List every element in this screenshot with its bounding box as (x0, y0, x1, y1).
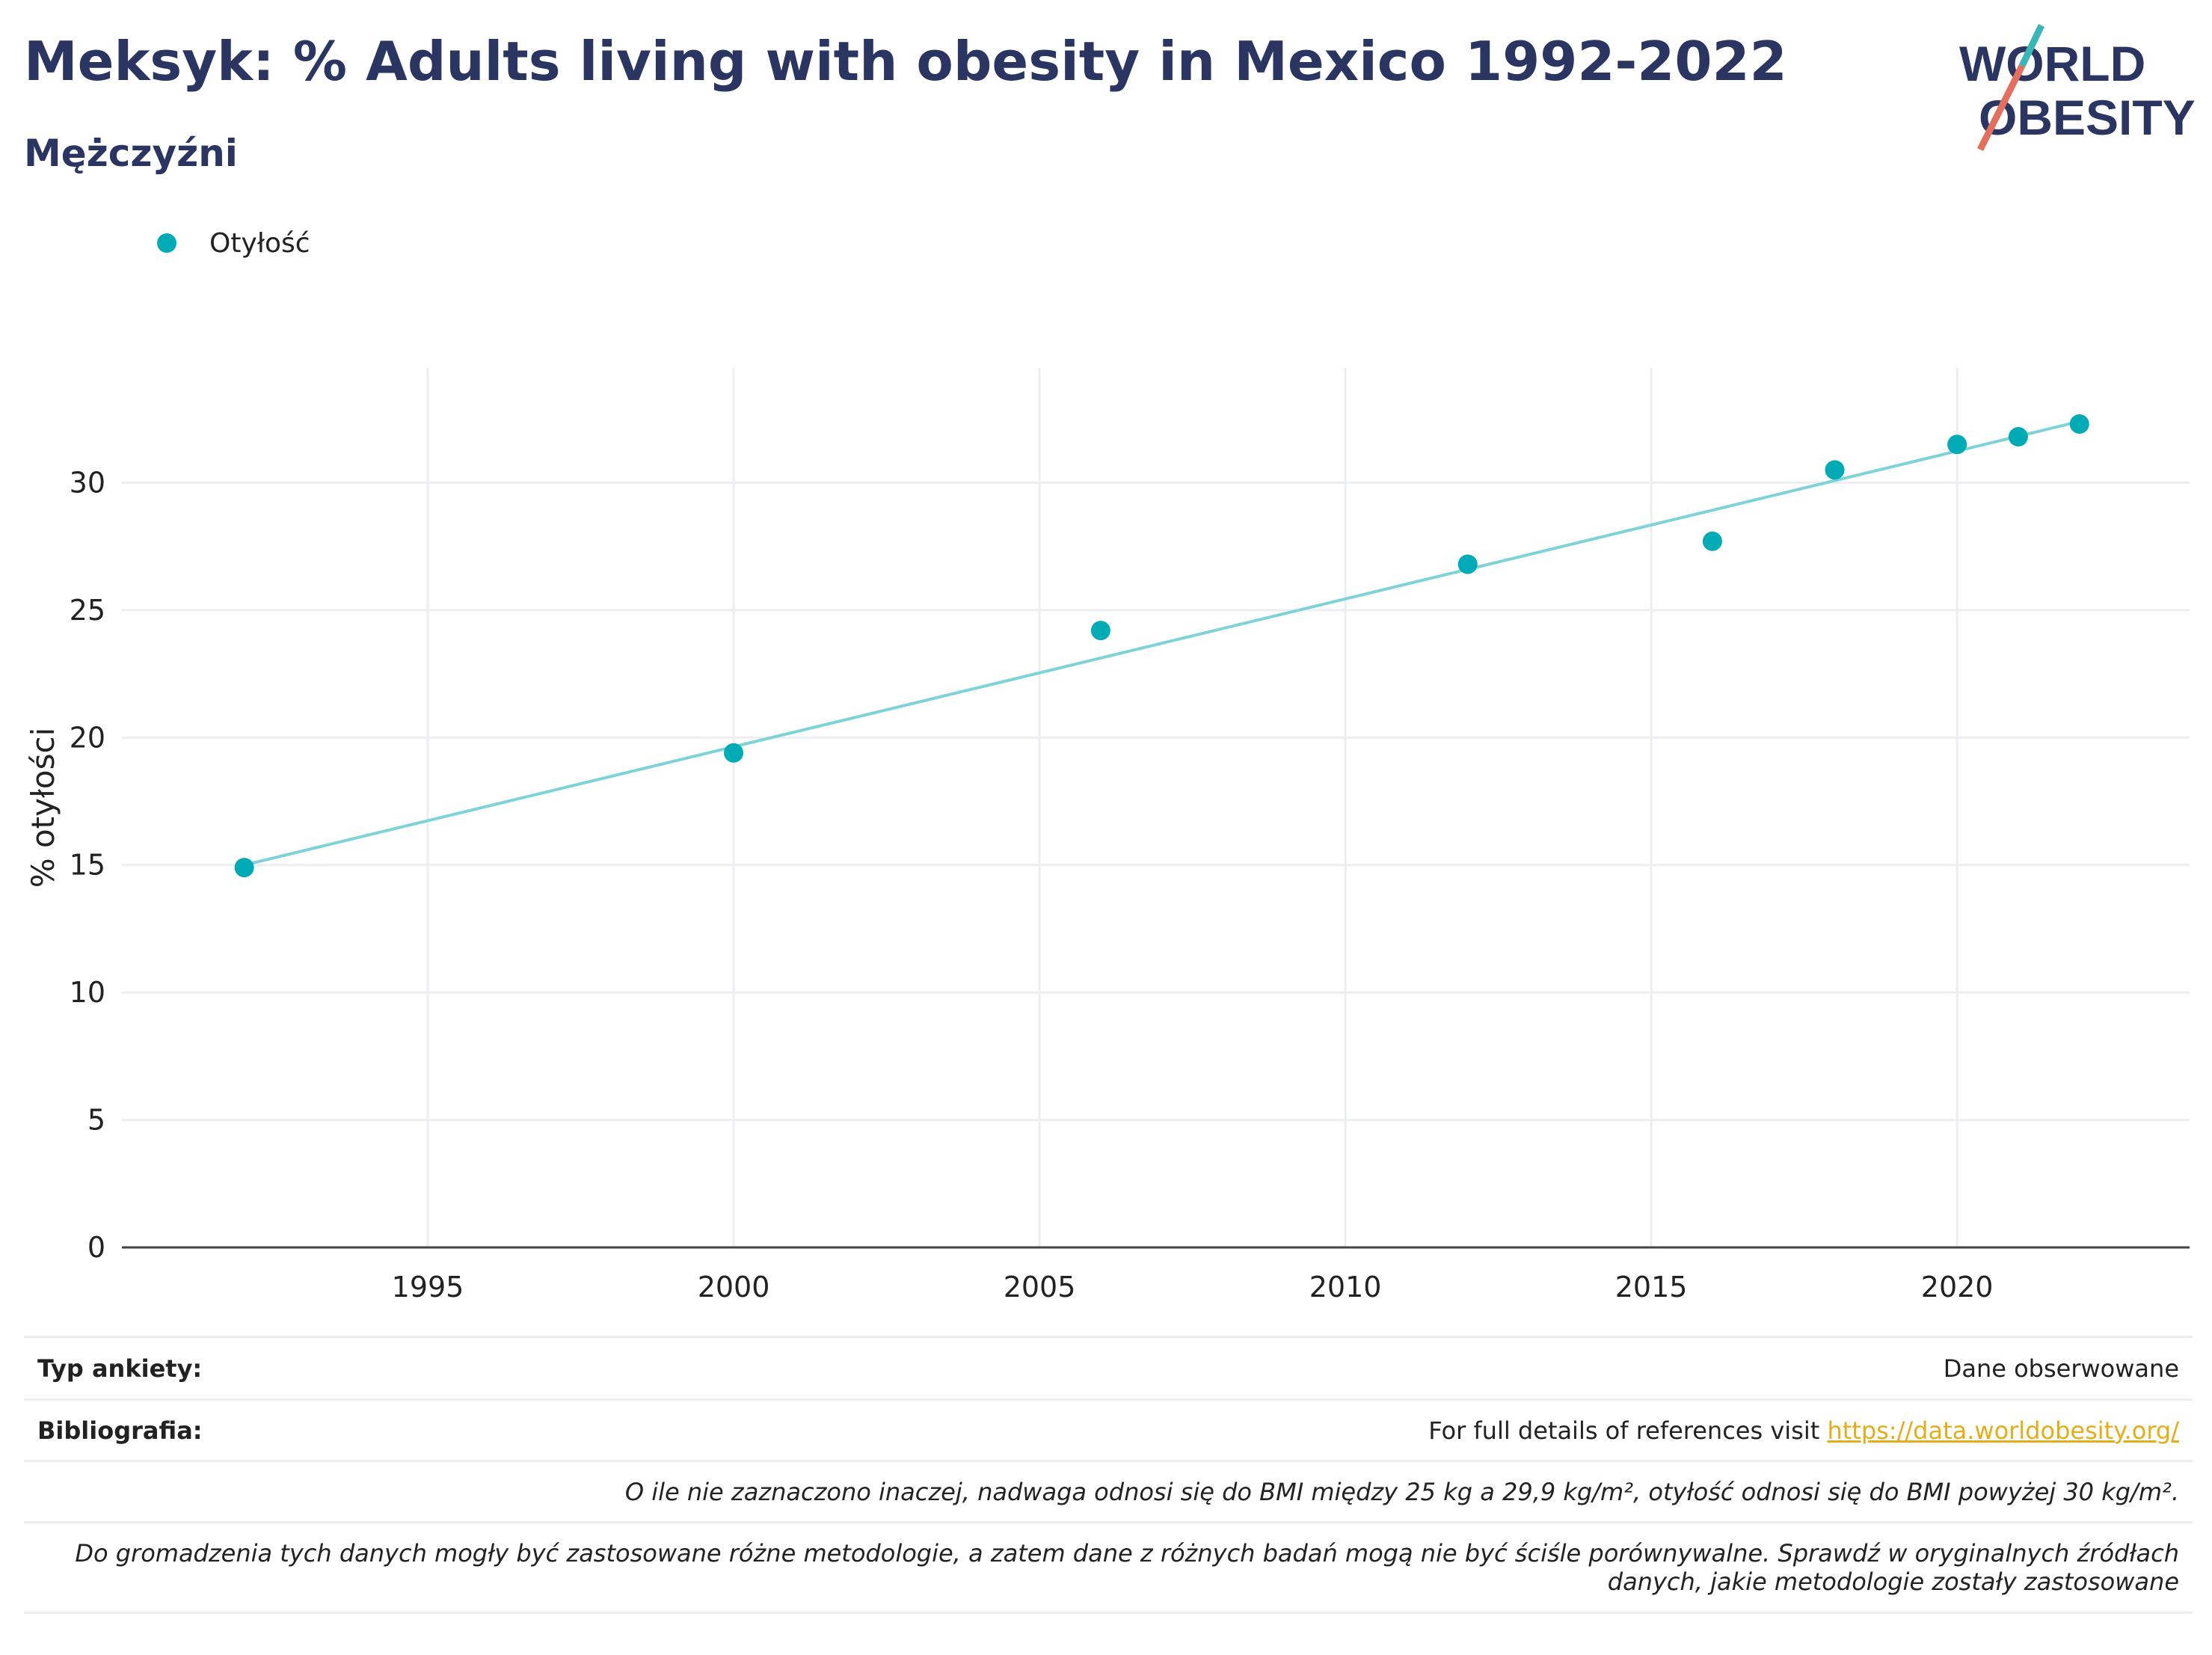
footer-row-survey-type: Typ ankiety: Dane obserwowane (24, 1336, 2193, 1398)
page-subtitle: Mężczyźni (24, 132, 238, 175)
y-tick-label: 25 (70, 594, 105, 627)
methodology-note: Do gromadzenia tych danych mogły być zas… (37, 1539, 2179, 1596)
y-tick-label: 5 (87, 1104, 105, 1137)
bibliography-label: Bibliografia: (37, 1416, 203, 1445)
x-tick-label: 2020 (1921, 1271, 1994, 1304)
data-point (1825, 460, 1845, 480)
data-point (1947, 435, 1967, 455)
footer-row-bmi-note: O ile nie zaznaczono inaczej, nadwaga od… (24, 1460, 2193, 1521)
x-tick-label: 2015 (1615, 1271, 1688, 1304)
world-obesity-logo: WORLD OBESITY (1959, 24, 2196, 152)
survey-type-value: Dane obserwowane (1943, 1354, 2179, 1383)
chart: 1995 2000 2005 2010 2015 2020 0 5 10 15 20 25 30 % ot… (25, 368, 2190, 1304)
logo-slash-teal-icon (2018, 24, 2045, 67)
trendline (244, 420, 2080, 867)
data-point (2008, 427, 2028, 447)
trendline-layer (244, 420, 2080, 867)
label-layer: 1995 2000 2005 2010 2015 2020 0 5 10 15 20 25 30 % ot… (25, 466, 1994, 1304)
data-point (1457, 554, 1478, 574)
logo-slash-coral-icon (1976, 64, 2026, 152)
footer-table: Typ ankiety: Dane obserwowane Bibliograf… (24, 1336, 2193, 1614)
bibliography-text: For full details of references visit (1428, 1416, 1828, 1445)
footer-row-methodology-note: Do gromadzenia tych danych mogły być zas… (24, 1521, 2193, 1614)
logo-text-world: WORLD (1959, 36, 2145, 91)
methodology-note-line2: danych, jakie metodologie zostały zastos… (1607, 1568, 2179, 1596)
y-tick-label: 10 (70, 976, 105, 1009)
y-axis-label: % otyłości (25, 728, 61, 888)
data-point (2069, 414, 2089, 434)
methodology-note-line1: Do gromadzenia tych danych mogły być zas… (75, 1539, 2179, 1568)
legend-label: Otyłość (209, 227, 310, 259)
y-tick-label: 15 (70, 849, 105, 882)
y-tick-label: 20 (70, 721, 105, 754)
data-point (724, 743, 744, 763)
bibliography-value: For full details of references visit htt… (1428, 1416, 2179, 1445)
legend[interactable]: Otyłość (157, 224, 310, 262)
bmi-note: O ile nie zaznaczono inaczej, nadwaga od… (624, 1477, 2179, 1506)
x-tick-label: 1995 (392, 1271, 464, 1304)
x-tick-label: 2000 (698, 1271, 770, 1304)
legend-marker-icon (157, 233, 176, 253)
bibliography-link[interactable]: https://data.worldobesity.org/ (1827, 1416, 2179, 1445)
x-tick-label: 2005 (1004, 1271, 1076, 1304)
survey-type-label: Typ ankiety: (37, 1354, 203, 1383)
data-point (1090, 621, 1110, 641)
grid-layer (122, 368, 2190, 1247)
data-point (234, 858, 254, 878)
x-tick-label: 2010 (1309, 1271, 1382, 1304)
y-tick-label: 30 (70, 466, 105, 499)
logo-text-obesity: OBESITY (1979, 90, 2196, 145)
footer-row-bibliography: Bibliografia: For full details of refere… (24, 1398, 2193, 1460)
y-tick-label: 0 (87, 1231, 105, 1264)
data-point (1702, 531, 1722, 551)
point-layer (234, 414, 2089, 878)
page-title: Meksyk: % Adults living with obesity in … (24, 30, 1787, 93)
